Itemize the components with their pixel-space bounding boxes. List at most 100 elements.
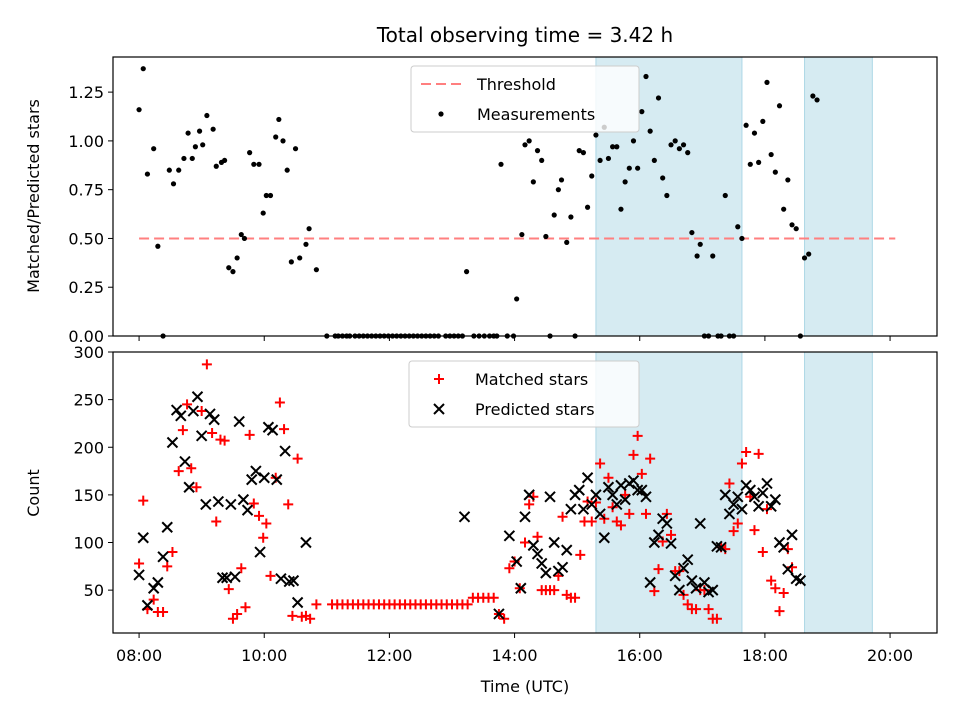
measurement-point-22 — [234, 255, 240, 261]
predicted-star-marker-47 — [531, 548, 544, 560]
predicted-star-marker-6 — [161, 521, 173, 533]
predicted-star-marker-57 — [573, 484, 585, 496]
measurement-point-141 — [756, 159, 762, 165]
measurement-point-119 — [664, 192, 670, 199]
matched-star-marker-97 — [603, 472, 614, 483]
bottom-legend-predicted-swatch — [433, 403, 445, 415]
measurement-point-120 — [668, 142, 674, 148]
matched-star-marker-102 — [624, 508, 635, 519]
predicted-star-marker-23 — [233, 415, 245, 428]
measurement-point-98 — [576, 148, 582, 154]
measurement-point-103 — [597, 157, 603, 164]
predicted-star-marker-67 — [615, 479, 627, 492]
measurement-point-39 — [306, 226, 312, 232]
predicted-star-marker-110 — [794, 574, 807, 587]
predicted-star-marker-58 — [577, 503, 590, 515]
measurement-point-26 — [251, 161, 257, 167]
measurement-point-109 — [622, 179, 628, 185]
measurement-point-30 — [267, 192, 274, 199]
measurement-point-9 — [181, 155, 187, 162]
matched-star-marker-38 — [305, 613, 316, 624]
measurement-point-73 — [463, 269, 470, 275]
matched-star-marker-7 — [167, 547, 178, 558]
measurement-point-34 — [284, 167, 290, 173]
predicted-star-marker-71 — [631, 484, 644, 496]
measurement-point-143 — [764, 79, 770, 85]
predicted-star-marker-35 — [283, 575, 295, 588]
predicted-star-marker-81 — [673, 584, 686, 596]
matched-star-marker-13 — [196, 406, 207, 417]
matched-star-marker-14 — [201, 359, 212, 370]
matched-star-marker-71 — [488, 592, 499, 603]
predicted-star-marker-0 — [133, 569, 145, 581]
predicted-star-marker-76 — [652, 529, 665, 541]
measurement-point-7 — [170, 181, 177, 187]
predicted-star-marker-28 — [254, 546, 266, 558]
predicted-star-marker-101 — [757, 487, 769, 499]
predicted-star-marker-73 — [640, 491, 652, 503]
measurement-point-108 — [618, 206, 624, 212]
measurement-point-88 — [534, 148, 541, 154]
measurement-point-33 — [280, 138, 286, 144]
matched-star-marker-86 — [557, 511, 568, 522]
matched-star-marker-77 — [520, 537, 530, 548]
matched-star-marker-101 — [620, 489, 631, 500]
predicted-star-marker-36 — [287, 574, 300, 587]
predicted-star-marker-84 — [686, 574, 698, 587]
predicted-star-marker-86 — [694, 517, 706, 530]
predicted-star-marker-25 — [241, 504, 254, 516]
predicted-star-marker-1 — [137, 532, 149, 544]
measurement-point-27 — [256, 161, 262, 167]
matched-star-marker-107 — [645, 453, 656, 464]
bottom-y-tick-label-0: 50 — [84, 581, 104, 600]
measurement-point-154 — [810, 93, 816, 99]
matched-star-marker-18 — [219, 435, 230, 446]
bottom-y-tick-label-3: 200 — [73, 438, 104, 457]
measurement-point-101 — [589, 173, 595, 179]
predicted-star-marker-51 — [548, 536, 560, 549]
measurement-point-89 — [539, 157, 545, 164]
matched-star-marker-104 — [632, 430, 643, 441]
measurement-point-13 — [196, 128, 203, 134]
matched-star-marker-34 — [287, 610, 298, 621]
measurement-point-130 — [710, 253, 716, 259]
x-tick-label-0: 08:00 — [116, 646, 162, 665]
matched-star-marker-74 — [504, 563, 515, 574]
measurement-point-125 — [689, 229, 695, 236]
predicted-star-marker-70 — [627, 474, 640, 487]
predicted-star-marker-74 — [644, 576, 656, 589]
measurement-point-28 — [260, 210, 266, 216]
matched-star-marker-21 — [232, 608, 243, 619]
predicted-star-marker-78 — [661, 517, 673, 530]
measurement-point-10 — [185, 130, 191, 136]
top-y-tick-label-1: 0.25 — [68, 278, 104, 297]
predicted-star-marker-43 — [515, 582, 527, 594]
top-y-tick-label-3: 0.75 — [68, 181, 104, 200]
matched-star-marker-29 — [265, 570, 276, 581]
measurement-point-116 — [651, 157, 657, 164]
matched-star-marker-11 — [186, 463, 197, 474]
measurement-point-113 — [639, 109, 645, 115]
matched-star-marker-127 — [728, 526, 739, 537]
predicted-star-marker-72 — [636, 484, 648, 496]
x-axis-label: Time (UTC) — [480, 677, 569, 696]
matched-star-marker-1 — [138, 495, 149, 506]
measurement-point-24 — [241, 235, 248, 242]
measurement-point-90 — [543, 233, 549, 240]
bottom-legend-label-1: Predicted stars — [475, 400, 595, 419]
predicted-star-marker-55 — [565, 503, 577, 515]
measurement-point-114 — [643, 73, 649, 80]
measurement-point-95 — [564, 239, 570, 245]
predicted-star-marker-39 — [458, 511, 471, 523]
matched-star-marker-95 — [595, 458, 606, 469]
measurement-point-40 — [313, 267, 319, 273]
measurement-point-21 — [230, 269, 236, 275]
matched-star-marker-130 — [741, 447, 752, 458]
predicted-star-marker-95 — [732, 491, 744, 503]
predicted-star-marker-63 — [598, 532, 610, 544]
predicted-star-marker-14 — [195, 430, 208, 442]
measurement-point-3 — [151, 146, 157, 152]
measurement-point-112 — [635, 165, 641, 171]
measurement-point-136 — [735, 224, 741, 230]
